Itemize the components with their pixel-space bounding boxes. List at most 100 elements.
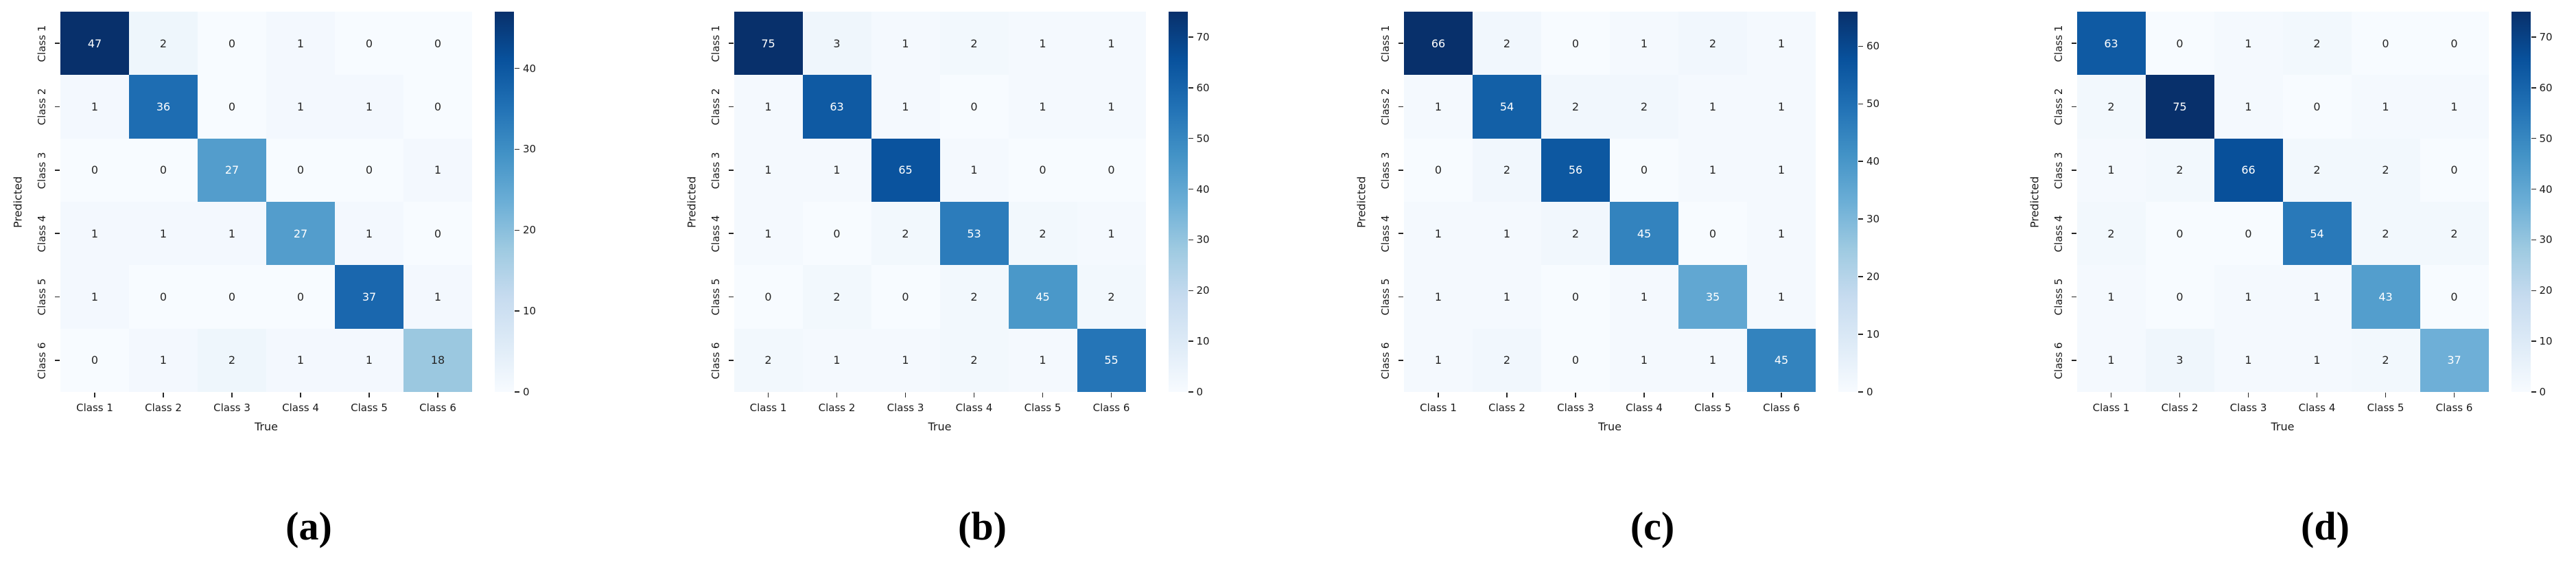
colorbar-tick-mark: [1858, 391, 1863, 393]
colorbar-tick-marks: [514, 12, 520, 393]
heatmap-cell: 37: [335, 265, 403, 329]
axis-tick-mark: [728, 170, 734, 171]
axis-tick-mark: [231, 393, 233, 397]
heatmap-cell: 0: [198, 12, 266, 76]
axis-tick-mark: [836, 393, 838, 397]
colorbar-tick-label: 30: [1866, 213, 1880, 226]
heatmap-cell: 1: [2214, 12, 2283, 76]
heatmap-cell: 47: [60, 12, 129, 76]
x-axis-label: True: [255, 420, 278, 433]
x-tick-label: Class 2: [145, 402, 182, 414]
heatmap-cell: 0: [2145, 12, 2214, 76]
colorbar-tick-label: 20: [523, 224, 537, 237]
colorbar-tick-label: 60: [1866, 40, 1880, 53]
x-tick-labels: Class 1 Class 2 Class 3 Class 4 Class 5 Class…: [1404, 400, 1816, 415]
heatmap-cell: 0: [1541, 328, 1610, 392]
x-tick-label: Class 4: [955, 402, 993, 414]
heatmap-cell: 75: [734, 12, 803, 76]
colorbar-tick-mark: [515, 310, 519, 312]
axis-tick-mark: [728, 43, 734, 44]
heatmap-cell: 66: [2214, 138, 2283, 202]
x-tick-label: Class 1: [749, 402, 787, 414]
x-tick-marks: [734, 392, 1146, 397]
heatmap-cell: 1: [2282, 265, 2352, 329]
x-tick-marks: [2077, 392, 2489, 397]
heatmap-cell: 1: [2214, 75, 2283, 139]
axis-tick-mark: [55, 296, 60, 298]
heatmap-cell: 1: [1077, 202, 1146, 266]
y-tick-label: Class 3: [1379, 151, 1392, 189]
axis-tick-mark: [437, 393, 438, 397]
axis-tick-mark: [55, 43, 60, 44]
y-tick-marks: [55, 12, 60, 392]
x-tick-labels: Class 1 Class 2 Class 3 Class 4 Class 5 Class…: [734, 400, 1146, 415]
colorbar-tick-labels: 0 10 20 30 40 50 60 70: [2539, 12, 2573, 398]
y-tick-label: Class 5: [1379, 278, 1392, 316]
heatmap-grid: 47 2 0 1 0 0 1 36 0 1 1 0 0 0 27 0 0 1 1 1 1 27 1 0 1 0 0 0 37 1 0 1 2 1 1…: [60, 12, 472, 392]
y-tick-label: Class 3: [2052, 151, 2065, 189]
colorbar-tick-mark: [1188, 137, 1193, 139]
colorbar-tick-mark: [2531, 239, 2536, 241]
heatmap-cell: 0: [198, 75, 266, 139]
colorbar-tick-label: 10: [1196, 335, 1210, 348]
heatmap-cell: 1: [60, 75, 129, 139]
y-tick-label: Class 6: [2052, 341, 2065, 379]
heatmap-cell: 0: [871, 265, 940, 329]
heatmap-cell: 2: [939, 12, 1009, 76]
axis-tick-mark: [2110, 393, 2112, 397]
heatmap-cell: 1: [1008, 12, 1077, 76]
colorbar-tick-label: 20: [1866, 270, 1880, 284]
heatmap-cell: 2: [1473, 12, 1541, 76]
heatmap-cell: 54: [2282, 202, 2352, 266]
confusion-matrix-panel-b: Predicted Class 1 Class 2 Class 3 Class 4 Cl…: [644, 0, 1289, 567]
heatmap-cell: 3: [802, 12, 871, 76]
y-tick-label: Class 6: [36, 341, 48, 379]
heatmap-cell: 2: [129, 12, 198, 76]
heatmap-cell: 0: [129, 265, 198, 329]
heatmap-cell: 2: [1473, 328, 1541, 392]
x-tick-marks: [60, 392, 472, 397]
colorbar-tick-label: 0: [1196, 386, 1204, 398]
axis-tick-mark: [55, 170, 60, 171]
axis-tick-mark: [2453, 393, 2455, 397]
heatmap-cell: 1: [60, 265, 129, 329]
y-axis-label: Predicted: [1355, 176, 1368, 228]
heatmap-cell: 0: [1610, 138, 1678, 202]
heatmap-cell: 1: [1610, 328, 1678, 392]
axis-tick-mark: [1398, 43, 1403, 44]
heatmap-cell: 2: [2145, 138, 2214, 202]
y-tick-label: Class 2: [2052, 88, 2065, 126]
y-tick-label: Class 4: [1379, 215, 1392, 253]
heatmap-cell: 1: [2076, 265, 2146, 329]
colorbar-tick-label: 10: [2539, 335, 2553, 348]
colorbar: [1838, 12, 1858, 392]
heatmap-cell: 0: [403, 12, 472, 76]
colorbar-tick-mark: [2531, 36, 2536, 38]
y-tick-marks: [1398, 12, 1404, 392]
heatmap-cell: 1: [266, 75, 335, 139]
colorbar-tick-label: 0: [523, 386, 530, 398]
heatmap-cell: 1: [1077, 12, 1146, 76]
y-tick-label: Class 4: [2052, 215, 2065, 253]
heatmap-cell: 1: [1678, 75, 1747, 139]
heatmap-cell: 1: [1610, 12, 1678, 76]
heatmap-cell: 75: [2145, 75, 2214, 139]
heatmap-cell: 0: [1541, 265, 1610, 329]
heatmap-cell: 2: [871, 202, 940, 266]
axis-tick-mark: [55, 360, 60, 361]
heatmap-cell: 2: [2076, 202, 2146, 266]
heatmap-cell: 1: [1747, 138, 1816, 202]
y-tick-label: Class 1: [2052, 25, 2065, 62]
axis-tick-mark: [728, 360, 734, 361]
colorbar-tick-label: 10: [523, 305, 537, 318]
colorbar-tick-mark: [1858, 103, 1863, 105]
y-tick-marks: [728, 12, 734, 392]
axis-tick-mark: [1575, 393, 1576, 397]
x-tick-label: Class 6: [1092, 402, 1130, 414]
heatmap-cell: 0: [335, 12, 403, 76]
y-tick-label: Class 5: [2052, 278, 2065, 316]
colorbar-tick-mark: [1188, 239, 1193, 241]
heatmap-cell: 65: [871, 138, 940, 202]
heatmap-cell: 2: [1473, 138, 1541, 202]
x-axis-label: True: [1598, 420, 1621, 433]
